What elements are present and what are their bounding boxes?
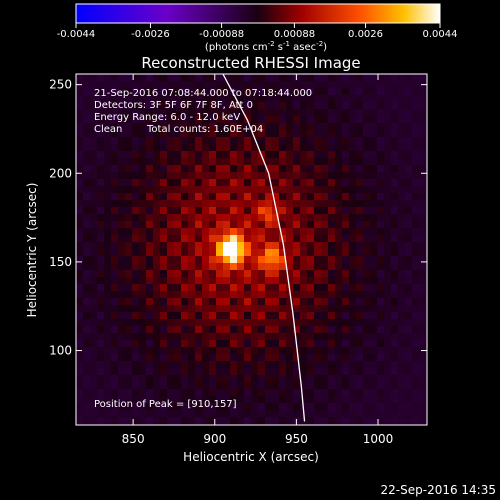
y-tick-label: 250 bbox=[49, 78, 72, 92]
y-tick-label: 150 bbox=[49, 255, 72, 269]
info-time-range: 21-Sep-2016 07:08:44.000 to 07:18:44.000 bbox=[94, 88, 312, 99]
y-tick-label: 100 bbox=[49, 344, 72, 358]
x-tick-label: 850 bbox=[122, 432, 145, 446]
solar-limb-curve bbox=[222, 74, 306, 422]
x-axis-label: Heliocentric X (arcsec) bbox=[183, 450, 319, 464]
info-method: Clean bbox=[94, 124, 122, 135]
x-tick-label: 900 bbox=[203, 432, 226, 446]
colorbar-tick-label: 0.0026 bbox=[348, 29, 383, 40]
colorbar-ticks: -0.0044 -0.0026 -0.00088 0.00088 0.0026 0.004… bbox=[57, 23, 458, 40]
peak-position-label: Position of Peak = [910,157] bbox=[94, 399, 237, 410]
info-detectors: Detectors: 3F 5F 6F 7F 8F, Att 0 bbox=[94, 100, 253, 111]
colorbar bbox=[75, 3, 441, 24]
info-total-counts: Total counts: 1.60E+04 bbox=[146, 124, 263, 135]
colorbar-tick-label: -0.00088 bbox=[199, 29, 244, 40]
colorbar-tick-label: 0.00088 bbox=[274, 29, 315, 40]
colorbar-tick-label: -0.0044 bbox=[57, 29, 96, 40]
plot-frame bbox=[75, 73, 428, 426]
x-axis-ticks: 850 900 950 1000 bbox=[122, 74, 394, 446]
y-axis-label: Heliocentric Y (arcsec) bbox=[25, 183, 39, 318]
colorbar-unit-label: (photons cm-2 s-1 asec-2) bbox=[205, 40, 327, 53]
x-tick-label: 1000 bbox=[363, 432, 394, 446]
footer-timestamp: 22-Sep-2016 14:35 bbox=[381, 483, 496, 497]
colorbar-tick-label: -0.0026 bbox=[131, 29, 170, 40]
chart-title: Reconstructed RHESSI Image bbox=[141, 54, 360, 72]
colorbar-tick-label: 0.0044 bbox=[423, 29, 458, 40]
y-tick-label: 200 bbox=[49, 166, 72, 180]
y-axis-ticks: 100 150 200 250 bbox=[49, 78, 427, 358]
info-energy-range: Energy Range: 6.0 - 12.0 keV bbox=[94, 112, 240, 123]
x-tick-label: 950 bbox=[285, 432, 308, 446]
